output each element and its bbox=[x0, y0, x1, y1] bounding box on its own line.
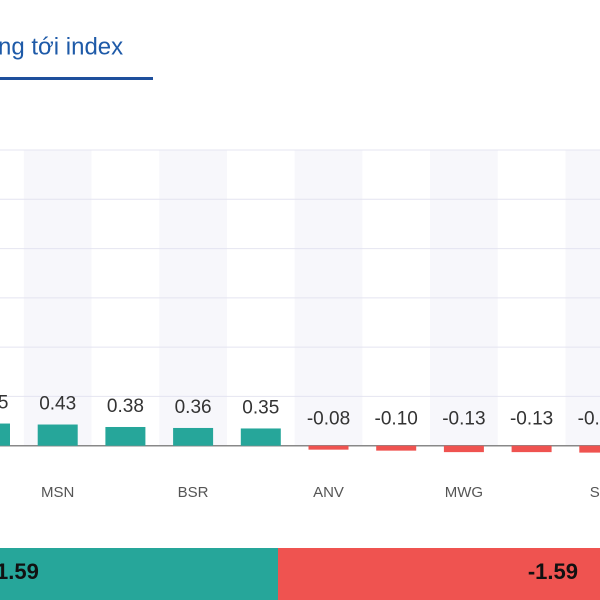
bar bbox=[37, 424, 78, 446]
value-label: -0.14 bbox=[578, 409, 600, 430]
value-label: 0.38 bbox=[107, 396, 144, 417]
value-label: -0.10 bbox=[375, 409, 418, 430]
summary-positive-label: 1.59 bbox=[0, 559, 39, 584]
value-label: 0.43 bbox=[39, 394, 76, 415]
summary-positive bbox=[0, 548, 278, 600]
value-label: 0.45 bbox=[0, 393, 8, 414]
value-label: 0.36 bbox=[175, 397, 212, 418]
value-label: -0.08 bbox=[307, 409, 350, 430]
bar bbox=[511, 445, 552, 453]
bar bbox=[173, 427, 214, 446]
bar bbox=[376, 445, 417, 451]
title-underline bbox=[0, 77, 153, 80]
x-tick-label: ANV bbox=[313, 484, 344, 501]
chart-title: ng tới index bbox=[0, 33, 123, 60]
bar bbox=[443, 445, 484, 453]
x-tick-label: BSR bbox=[178, 484, 209, 501]
bar bbox=[105, 426, 146, 446]
summary-negative bbox=[278, 548, 600, 600]
bar bbox=[0, 423, 10, 446]
x-tick-label: ST bbox=[590, 484, 600, 501]
x-tick-label: MWG bbox=[445, 484, 483, 501]
bar bbox=[308, 445, 349, 450]
value-label: -0.13 bbox=[510, 409, 553, 430]
bar bbox=[240, 428, 281, 446]
value-label: 0.35 bbox=[242, 397, 279, 418]
value-label: -0.13 bbox=[442, 409, 485, 430]
x-tick-label: MSN bbox=[41, 484, 74, 501]
bar bbox=[579, 445, 600, 453]
summary-negative-label: -1.59 bbox=[528, 559, 578, 584]
